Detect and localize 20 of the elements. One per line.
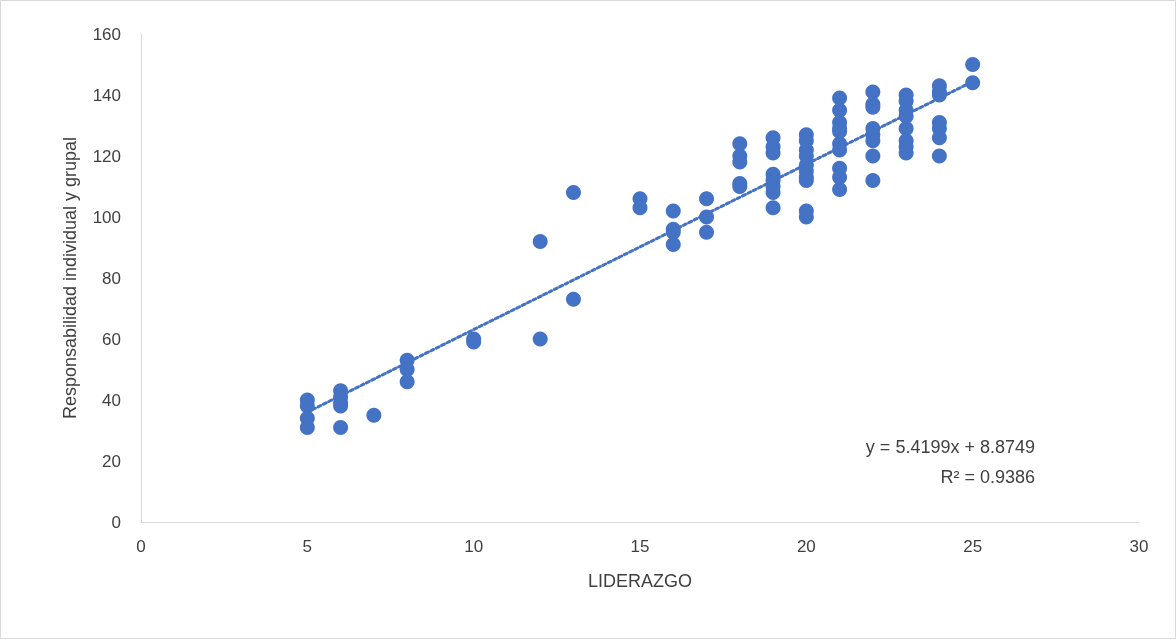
y-tick-label: 40 xyxy=(102,390,121,410)
y-tick-label: 20 xyxy=(102,451,121,471)
y-tick-label: 100 xyxy=(92,207,121,227)
x-tick-label: 10 xyxy=(464,537,484,556)
x-tick-label: 20 xyxy=(796,537,816,556)
y-tick-label: 0 xyxy=(111,512,121,532)
x-tick-label: 15 xyxy=(630,537,650,556)
annotation: R² = 0.9386 xyxy=(940,467,1035,487)
x-tick-label: 30 xyxy=(1129,537,1149,556)
x-tick-label: 0 xyxy=(136,537,146,556)
y-tick-label: 160 xyxy=(92,24,121,44)
x-axis-title: LIDERAZGO xyxy=(587,571,693,591)
y-tick-label: 140 xyxy=(92,85,121,105)
annotation: y = 5.4199x + 8.8749 xyxy=(865,437,1035,457)
y-tick-label: 120 xyxy=(92,146,121,166)
y-tick-label: 80 xyxy=(102,268,121,288)
x-tick-label: 25 xyxy=(963,537,983,556)
y-axis-title: Responsabilidad individual y grupal xyxy=(60,136,80,420)
y-tick-label: 60 xyxy=(102,329,121,349)
x-tick-label: 5 xyxy=(302,537,313,556)
